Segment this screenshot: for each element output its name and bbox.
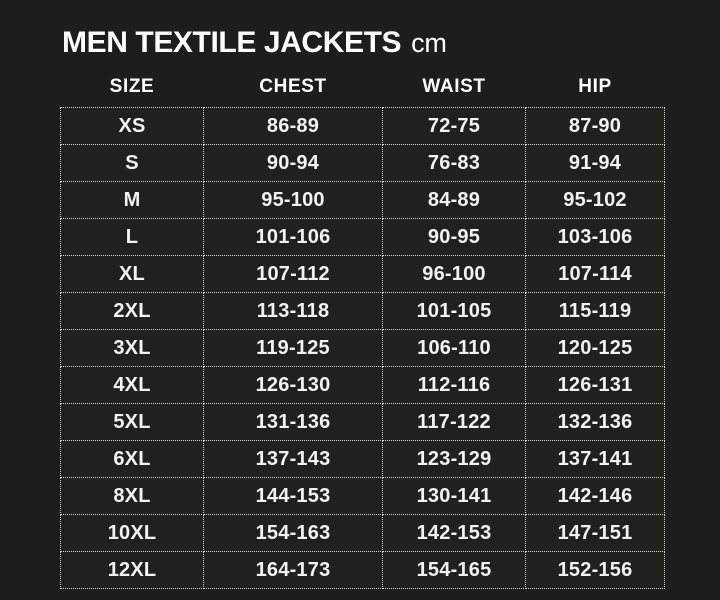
page-title-unit: cm	[411, 28, 447, 58]
cell-waist: 72-75	[382, 107, 526, 145]
cell-size: S	[60, 144, 204, 182]
column-header-chest: CHEST	[259, 76, 327, 97]
cell-waist: 76-83	[382, 144, 526, 182]
table-row: XL 107-112 96-100 107-114	[60, 255, 665, 293]
cell-hip: 91-94	[525, 144, 665, 182]
table-row: 12XL 164-173 154-165 152-156	[60, 551, 665, 589]
cell-waist: 142-153	[382, 514, 526, 552]
size-table: SIZE CHEST WAIST HIP XS 86-89 72-75 87-9…	[60, 74, 665, 589]
cell-hip: 103-106	[525, 218, 665, 256]
cell-chest: 119-125	[203, 329, 383, 367]
cell-chest: 86-89	[203, 107, 383, 145]
cell-size: M	[60, 181, 204, 219]
cell-hip: 126-131	[525, 366, 665, 404]
cell-hip: 115-119	[525, 292, 665, 330]
cell-size: L	[60, 218, 204, 256]
cell-waist: 130-141	[382, 477, 526, 515]
table-row: 3XL 119-125 106-110 120-125	[60, 329, 665, 367]
cell-waist: 112-116	[382, 366, 526, 404]
table-header: SIZE CHEST WAIST HIP	[61, 74, 665, 108]
cell-waist: 106-110	[382, 329, 526, 367]
table-row: S 90-94 76-83 91-94	[60, 144, 665, 182]
cell-hip: 142-146	[525, 477, 665, 515]
cell-hip: 137-141	[525, 440, 665, 478]
cell-chest: 126-130	[203, 366, 383, 404]
cell-waist: 117-122	[382, 403, 526, 441]
cell-size: XL	[60, 255, 204, 293]
cell-chest: 113-118	[203, 292, 383, 330]
cell-hip: 120-125	[525, 329, 665, 367]
table-row: M 95-100 84-89 95-102	[60, 181, 665, 219]
table-row: L 101-106 90-95 103-106	[60, 218, 665, 256]
table-body: XS 86-89 72-75 87-90 S 90-94 76-83 91-94…	[60, 107, 665, 589]
table-row: 6XL 137-143 123-129 137-141	[60, 440, 665, 478]
cell-hip: 152-156	[525, 551, 665, 589]
cell-chest: 137-143	[203, 440, 383, 478]
cell-waist: 84-89	[382, 181, 526, 219]
cell-hip: 132-136	[525, 403, 665, 441]
cell-size: 12XL	[60, 551, 204, 589]
cell-size: XS	[60, 107, 204, 145]
cell-waist: 154-165	[382, 551, 526, 589]
column-header-waist: WAIST	[422, 76, 486, 97]
cell-chest: 154-163	[203, 514, 383, 552]
table-header-row: SIZE CHEST WAIST HIP	[61, 74, 665, 108]
cell-waist: 101-105	[382, 292, 526, 330]
table-row: 5XL 131-136 117-122 132-136	[60, 403, 665, 441]
table-row: 2XL 113-118 101-105 115-119	[60, 292, 665, 330]
page-title-main: MEN TEXTILE JACKETS	[62, 26, 402, 59]
cell-waist: 123-129	[382, 440, 526, 478]
column-header-hip: HIP	[578, 76, 612, 97]
cell-chest: 101-106	[203, 218, 383, 256]
cell-hip: 147-151	[525, 514, 665, 552]
cell-waist: 90-95	[382, 218, 526, 256]
size-table-container: SIZE CHEST WAIST HIP XS 86-89 72-75 87-9…	[60, 74, 665, 589]
cell-waist: 96-100	[382, 255, 526, 293]
cell-size: 6XL	[60, 440, 204, 478]
cell-hip: 95-102	[525, 181, 665, 219]
cell-size: 2XL	[60, 292, 204, 330]
table-row: 8XL 144-153 130-141 142-146	[60, 477, 665, 515]
cell-hip: 107-114	[525, 255, 665, 293]
cell-chest: 95-100	[203, 181, 383, 219]
cell-size: 4XL	[60, 366, 204, 404]
cell-size: 8XL	[60, 477, 204, 515]
cell-hip: 87-90	[525, 107, 665, 145]
cell-size: 5XL	[60, 403, 204, 441]
cell-chest: 107-112	[203, 255, 383, 293]
cell-size: 10XL	[60, 514, 204, 552]
table-row: XS 86-89 72-75 87-90	[60, 107, 665, 145]
cell-chest: 144-153	[203, 477, 383, 515]
cell-size: 3XL	[60, 329, 204, 367]
cell-chest: 131-136	[203, 403, 383, 441]
table-row: 10XL 154-163 142-153 147-151	[60, 514, 665, 552]
page-title: MEN TEXTILE JACKETS cm	[62, 28, 447, 58]
cell-chest: 90-94	[203, 144, 383, 182]
table-row: 4XL 126-130 112-116 126-131	[60, 366, 665, 404]
cell-chest: 164-173	[203, 551, 383, 589]
column-header-size: SIZE	[109, 76, 155, 97]
